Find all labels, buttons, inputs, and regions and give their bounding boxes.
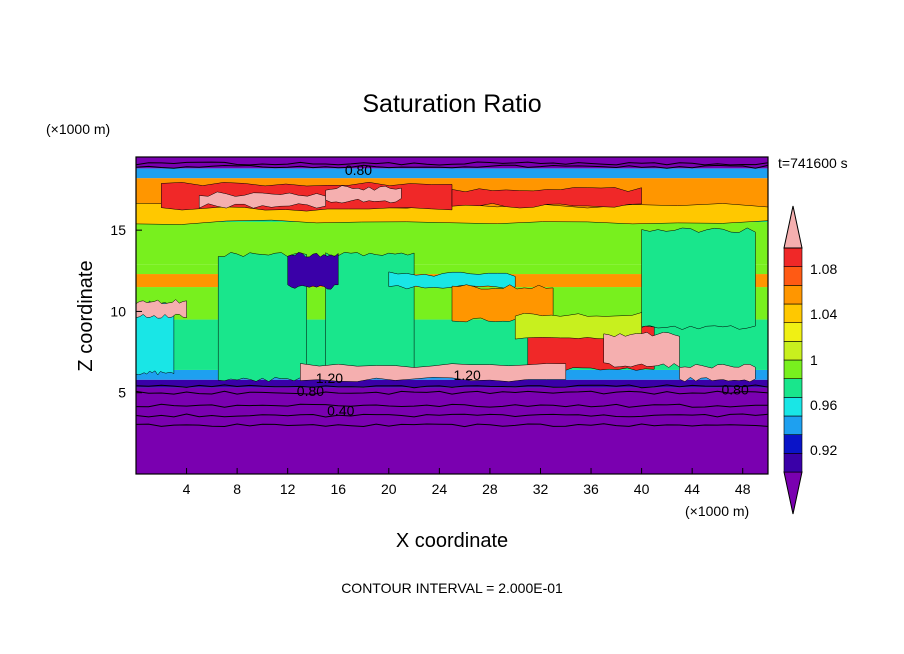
contour-labels: 0.800.400.801.20 1.200.80 [297, 162, 749, 419]
x-tick-label-2: 12 [280, 481, 296, 497]
field-band-11 [136, 157, 768, 169]
contour-line-5 [136, 164, 768, 169]
field-patch-5 [388, 271, 516, 290]
field-patch-16 [679, 364, 756, 383]
contour-label-2: 0.80 [297, 383, 324, 399]
colorbar-segment-4 [783, 397, 803, 417]
x-tick-label-7: 32 [533, 481, 549, 497]
contour-lines [136, 161, 768, 428]
colorbar-label-3: 1.04 [810, 306, 837, 322]
field-patch-3 [136, 300, 175, 376]
y-axis-label: Z coordinate [75, 260, 97, 371]
contour-label-3: 1.20 [316, 370, 343, 386]
x-tick-label-10: 44 [684, 481, 700, 497]
contour-line-3 [136, 390, 768, 395]
field-band-1 [136, 379, 768, 388]
colorbar-label-1: 0.96 [810, 397, 837, 413]
field-patch-17 [136, 299, 187, 319]
contour-label-5: 0.80 [722, 381, 749, 397]
field-patch-2 [641, 227, 756, 330]
x-axis-ticks: 4 8 12 16 20 24 28 32 36 40 44 48 [183, 468, 751, 497]
y-unit-label: (×1000 m) [46, 121, 110, 137]
colorbar-label-4: 1.08 [810, 261, 837, 277]
contour-line-2 [136, 403, 768, 408]
contour-label-0: 0.80 [345, 162, 372, 178]
colorbar-segment-5 [783, 378, 803, 398]
colorbar-segment-12 [783, 247, 803, 267]
x-axis-label: X coordinate [396, 530, 508, 552]
colorbar-segment-2 [783, 434, 803, 454]
colorbar-segment-3 [783, 415, 803, 435]
field-patch-1 [325, 252, 415, 373]
contour-label-4: 1.20 [454, 367, 481, 383]
colorbar-segment-10 [783, 285, 803, 305]
colorbar-label-0: 0.92 [810, 442, 837, 458]
field-patch-13 [325, 185, 402, 204]
colorbar-label-2: 1 [810, 352, 818, 368]
x-tick-label-6: 28 [482, 481, 498, 497]
x-tick-label-11: 48 [735, 481, 751, 497]
y-tick-label-0: 5 [118, 385, 126, 401]
contour-line-4 [136, 384, 768, 389]
field-patch-15 [603, 332, 680, 368]
colorbar-segment-8 [783, 322, 803, 342]
contour-line-0 [136, 423, 768, 428]
y-axis-ticks: 5 10 15 [110, 222, 142, 401]
x-tick-label-0: 4 [183, 481, 191, 497]
field-band-6 [136, 264, 768, 275]
chart-title: Saturation Ratio [362, 90, 541, 118]
plot-frame [135, 156, 769, 475]
contour-label-1: 0.40 [327, 403, 354, 419]
colorbar-segment-9 [783, 303, 803, 323]
field-band-0 [136, 387, 768, 474]
field-patch-14 [300, 363, 567, 382]
x-tick-label-9: 40 [634, 481, 650, 497]
contour-line-6 [136, 161, 768, 166]
colorbar-segment-1 [783, 453, 803, 473]
x-tick-label-5: 24 [432, 481, 448, 497]
colorbar: 0.92 0.96 1 1.04 1.08 [783, 205, 837, 515]
colorbar-segment-11 [783, 266, 803, 286]
y-tick-label-2: 15 [110, 222, 126, 238]
colorbar-upper-arrow [783, 205, 803, 249]
x-tick-label-3: 16 [330, 481, 346, 497]
plot-area: 0.800.400.801.20 1.200.80 [136, 157, 768, 474]
field-patch-11 [451, 187, 642, 209]
y-tick-label-1: 10 [110, 303, 126, 319]
field-band-10 [136, 168, 768, 179]
colorbar-segment-6 [783, 359, 803, 379]
x-tick-label-1: 8 [233, 481, 241, 497]
x-tick-label-4: 20 [381, 481, 397, 497]
colorbar-segment-7 [783, 341, 803, 361]
colorbar-lower-arrow [783, 471, 803, 515]
time-label: t=741600 s [778, 155, 848, 171]
x-unit-label: (×1000 m) [685, 503, 749, 519]
contour-line-1 [136, 413, 768, 418]
x-tick-label-8: 36 [583, 481, 599, 497]
contour-interval-label: CONTOUR INTERVAL = 2.000E-01 [341, 580, 563, 596]
patch-layer [136, 182, 768, 383]
field-patch-4 [287, 252, 339, 290]
field-patch-12 [198, 191, 326, 209]
